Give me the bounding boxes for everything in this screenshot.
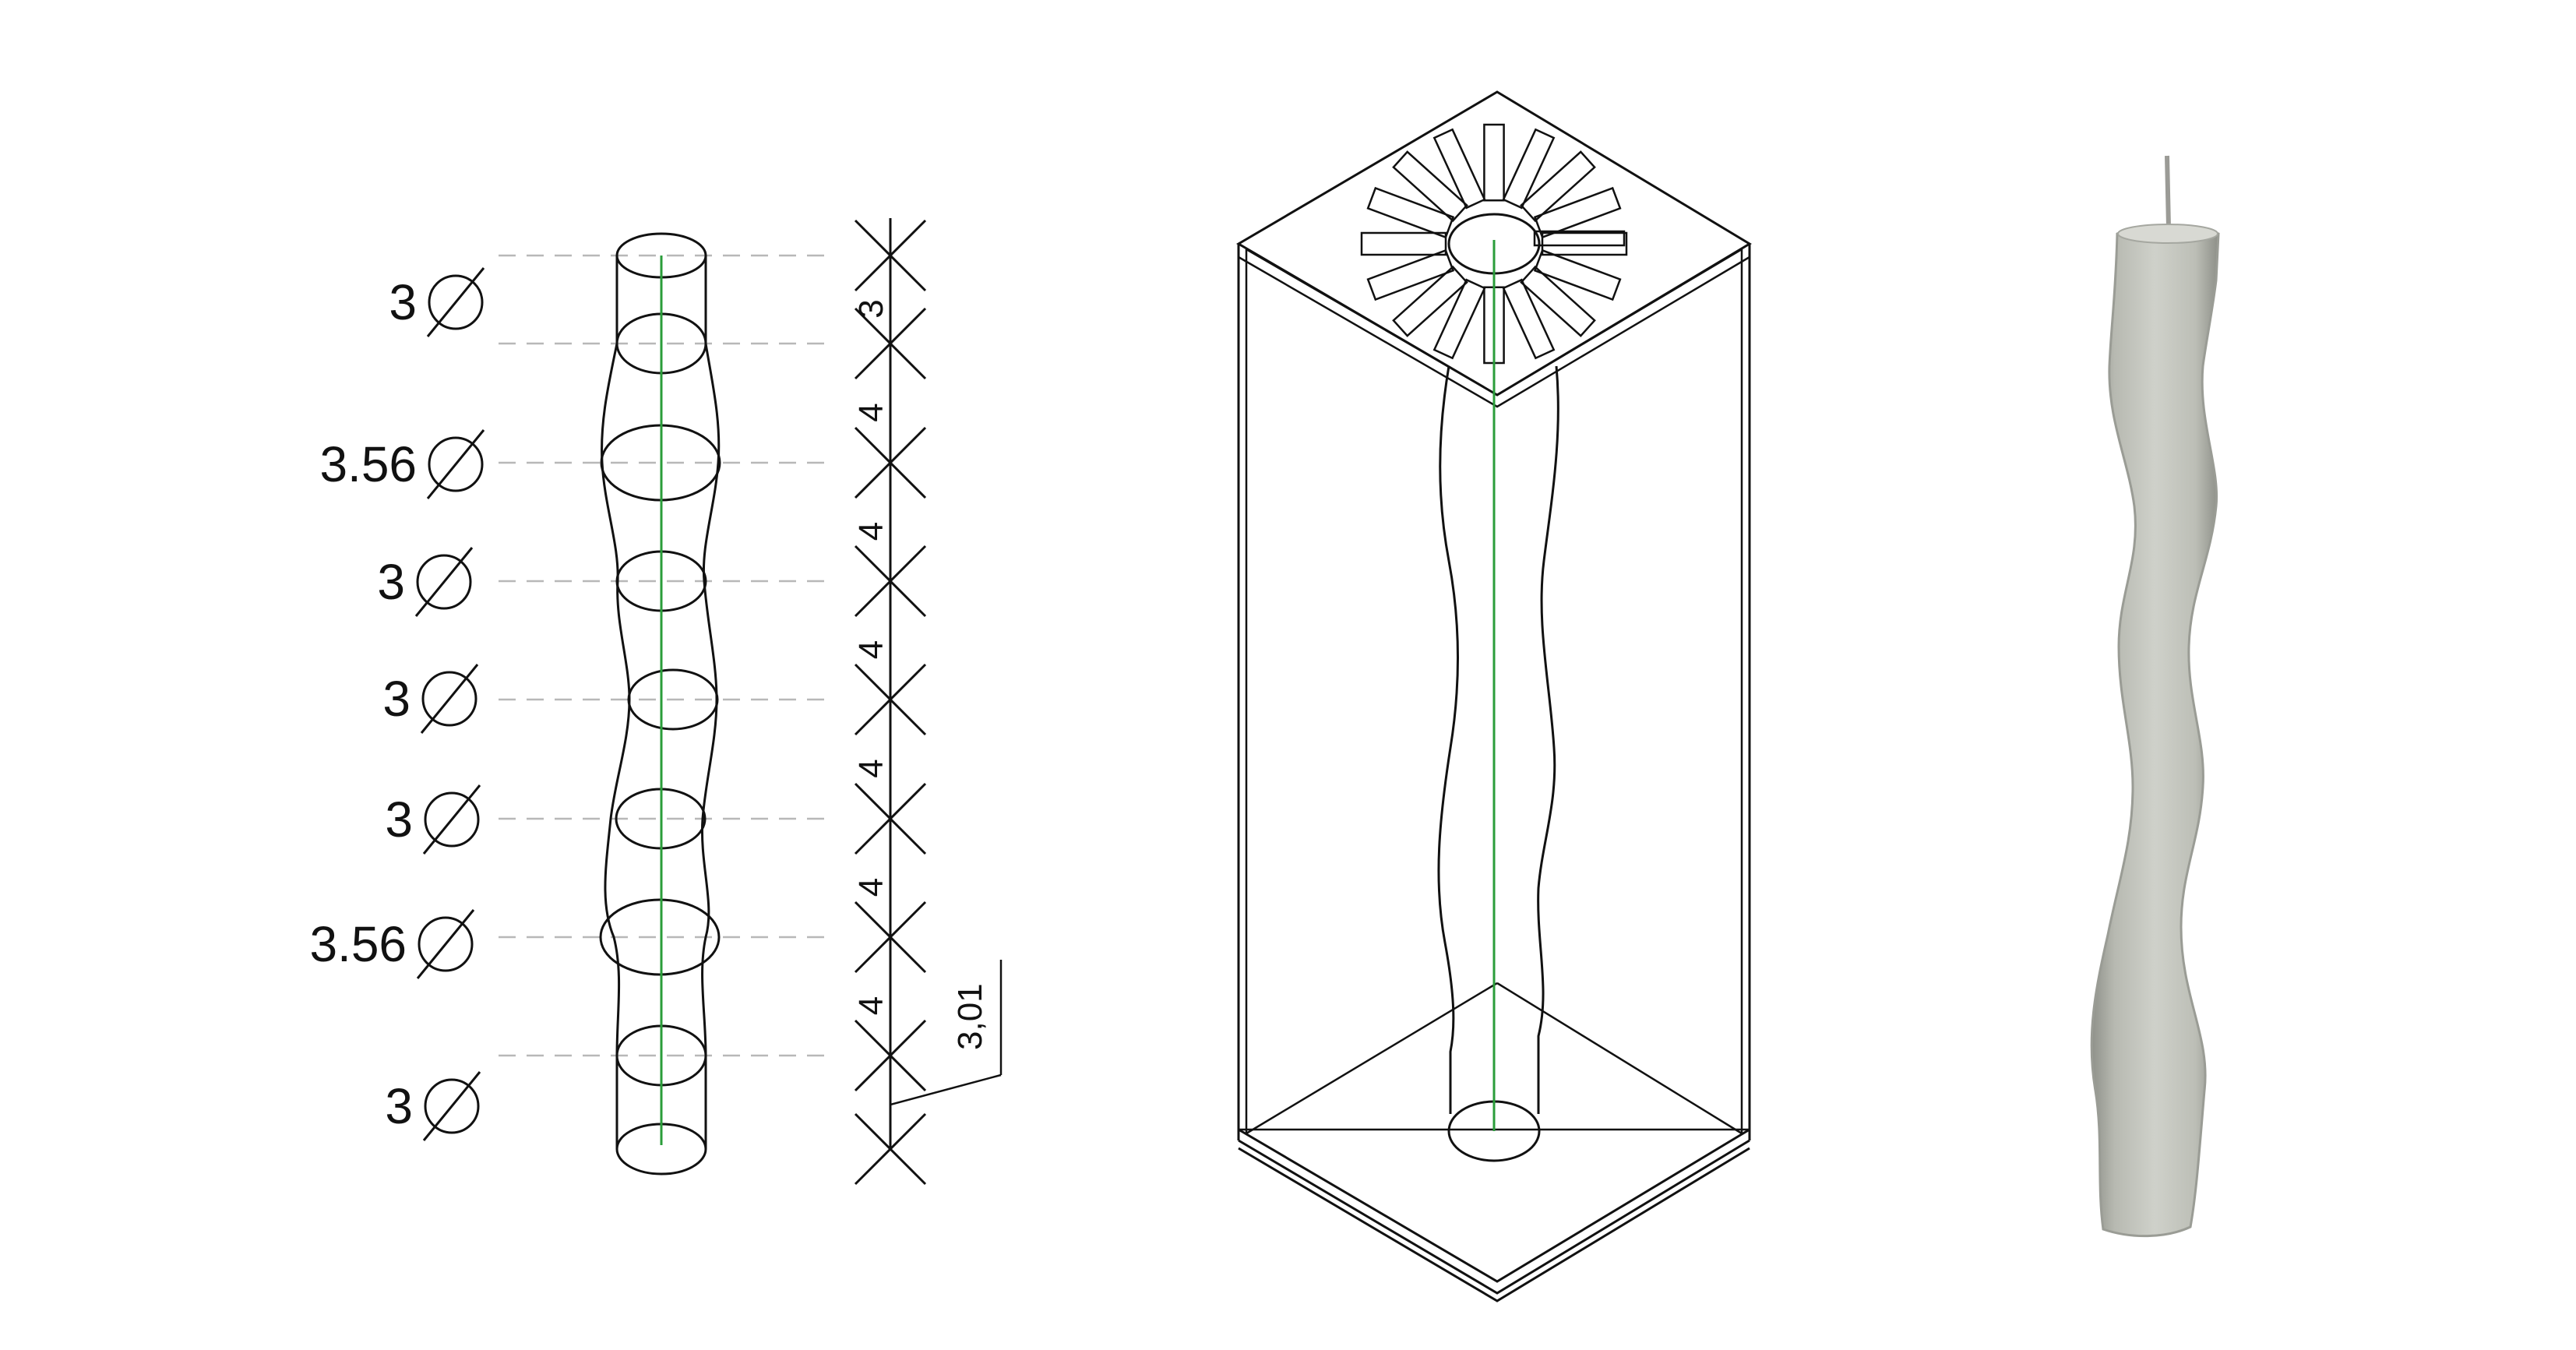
section-ellipse	[599, 898, 721, 976]
dimension-tick	[854, 901, 927, 974]
mould-cavity-left-edge	[1437, 365, 1459, 1114]
mould-diagonal	[1246, 982, 1498, 1135]
diameter-value: 3	[385, 791, 413, 848]
wick-holder-flap	[1541, 231, 1628, 256]
diameter-symbol-icon	[428, 274, 484, 330]
diameter-value: 3	[382, 671, 411, 727]
candle-mould-isometric	[1236, 90, 1752, 1302]
wick-holder-flap	[1432, 128, 1486, 210]
dimension-tick	[854, 307, 927, 380]
diameter-slash	[422, 1071, 481, 1141]
wick-holder-flap	[1432, 278, 1486, 360]
mould-bottom-edge	[1238, 1139, 1750, 1295]
dimension-tick	[854, 426, 927, 499]
wick-holder-flap	[1360, 231, 1447, 256]
diameter-value: 3.56	[309, 916, 407, 972]
dimension-tick	[854, 1112, 927, 1186]
segment-height-label: 3	[852, 299, 890, 318]
wick-holder-flap	[1533, 186, 1622, 239]
candle-photo	[2090, 155, 2220, 1238]
segment-height-label: 4	[852, 996, 890, 1015]
mould-bottom-edge	[1238, 1128, 1750, 1283]
dimension-tick	[854, 663, 927, 736]
dimension-extension-line	[890, 1073, 1002, 1106]
diameter-value: 3	[385, 1078, 413, 1134]
diameter-symbol-icon	[428, 436, 484, 492]
diameter-value: 3	[389, 274, 417, 330]
dimension-tick	[854, 545, 927, 618]
segment-height-label: 4	[852, 403, 890, 421]
diameter-value: 3.56	[319, 436, 417, 492]
mould-diagonal	[1246, 248, 1498, 397]
dimension-tick	[854, 782, 927, 855]
candle-top-surface	[2117, 224, 2218, 244]
wick-holder-flap	[1520, 265, 1596, 337]
section-ellipse	[627, 668, 719, 731]
mould-top-thickness	[1238, 256, 1750, 408]
dimension-labels: 3 4 4 4 4 4 4	[852, 299, 890, 1015]
candle-elevation-drawing: 3 3.56 3 3 3 3.56 3 3 4 4 4 4 4 4 3,01	[309, 218, 1003, 1186]
diameter-symbol-icon	[418, 916, 474, 972]
wick-holder-flap	[1502, 278, 1556, 360]
segment-height-label: 4	[852, 759, 890, 777]
diameter-slash	[426, 267, 485, 337]
diameter-slash	[422, 784, 481, 855]
diameter-symbol-icon	[424, 791, 480, 848]
mould-bottom-edge	[1238, 1147, 1750, 1302]
candle-profile-left-edge	[601, 256, 631, 1149]
wick-holder-flap	[1502, 128, 1556, 210]
wick-holder-flap	[1366, 186, 1455, 239]
wick-holder-flap	[1483, 286, 1505, 365]
wick-icon	[2165, 155, 2171, 228]
dimension-tick	[854, 1019, 927, 1092]
extra-dimension-label: 3,01	[951, 983, 989, 1050]
diameter-symbol-icon	[416, 554, 472, 610]
diameter-slash	[414, 547, 474, 617]
radial-wick-holder	[1360, 123, 1628, 365]
mould-cavity-right-edge	[1537, 365, 1559, 1114]
wick-holder-flap	[1483, 123, 1505, 202]
segment-height-label: 4	[852, 640, 890, 659]
wick-holder-flap	[1366, 248, 1455, 301]
wick-holder-flap	[1392, 150, 1468, 223]
dimension-ticks	[854, 219, 927, 1186]
segment-height-label: 4	[852, 522, 890, 541]
wick-holder-flap	[1520, 150, 1596, 223]
height-dimension-chain	[889, 218, 1003, 1149]
mould-diagonal	[1496, 248, 1743, 397]
diameter-symbol-icon	[424, 1078, 480, 1134]
wick-holder-tab	[1533, 230, 1626, 247]
diameter-slash	[416, 909, 475, 979]
candle-body	[2090, 224, 2220, 1238]
wick-holder-flap	[1533, 248, 1622, 301]
diameter-symbol-icon	[421, 671, 477, 727]
dimension-guide-lines	[499, 254, 833, 1057]
dimension-tick	[854, 219, 927, 292]
diameter-slash	[420, 664, 479, 734]
diameter-labels: 3 3.56 3 3 3 3.56 3	[309, 267, 485, 1141]
mould-diagonal	[1496, 982, 1743, 1135]
diameter-value: 3	[377, 554, 405, 610]
segment-height-label: 4	[852, 878, 890, 897]
wick-holder-flap	[1392, 265, 1468, 337]
diameter-slash	[426, 429, 485, 499]
